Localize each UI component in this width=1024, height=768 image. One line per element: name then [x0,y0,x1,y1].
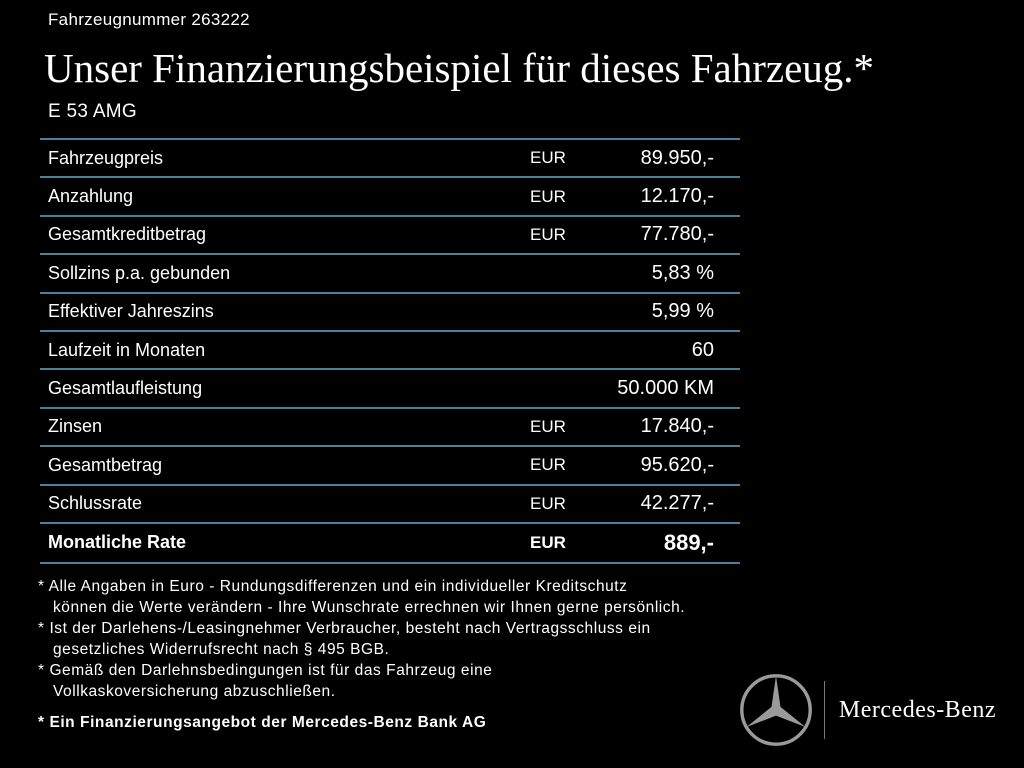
row-value: 89.950,- [640,146,714,169]
row-label: Monatliche Rate [48,532,187,553]
page-title: Unser Finanzierungsbeispiel für dieses F… [44,45,875,91]
brand-lockup: Mercedes-Benz [720,654,1024,768]
table-row: Effektiver Jahreszins 5,99 % [40,294,740,332]
table-row: Anzahlung EUR 12.170,- [40,178,740,217]
logo-divider [823,681,825,739]
row-value: 42.277,- [640,492,714,515]
row-currency: EUR [530,224,566,244]
row-label: Effektiver Jahreszins [48,301,214,322]
row-value: 50.000 KM [617,377,714,400]
row-label: Gesamtlaufleistung [48,378,203,399]
row-currency: EUR [530,532,566,552]
row-label: Anzahlung [48,186,134,207]
footnote-financing-offer: * Ein Finanzierungsangebot der Mercedes-… [38,713,487,731]
vehicle-number: Fahrzeugnummer 263222 [48,10,250,29]
row-currency: EUR [530,493,566,513]
row-value: 12.170,- [640,185,714,208]
brand-wordmark: Mercedes-Benz [838,696,996,723]
footnote: * Alle Angaben in Euro - Rundungsdiffere… [38,578,686,616]
row-currency: EUR [530,416,566,436]
table-row: Gesamtlaufleistung 50.000 KM [40,370,740,409]
row-value: 60 [691,338,714,361]
table-row: Laufzeit in Monaten 60 [40,332,740,371]
table-row: Gesamtkreditbetrag EUR 77.780,- [40,217,740,256]
row-value: 5,99 % [651,300,714,323]
row-value: 17.840,- [640,415,714,438]
footnote: * Ist der Darlehens-/Leasingnehmer Verbr… [38,619,651,658]
row-currency: EUR [530,186,566,206]
row-value: 889,- [663,529,714,555]
row-label: Gesamtkreditbetrag [48,224,207,245]
row-label: Fahrzeugpreis [48,147,164,168]
row-value: 5,83 % [651,261,714,284]
table-row-monthly-rate: Monatliche Rate EUR 889,- [40,524,740,564]
table-row: Sollzins p.a. gebunden 5,83 % [40,255,740,294]
row-label: Gesamtbetrag [48,454,163,475]
row-value: 77.780,- [640,223,714,246]
table-row: Schlussrate EUR 42.277,- [40,486,740,524]
row-value: 95.620,- [640,453,714,476]
row-label: Schlussrate [48,493,143,514]
row-label: Laufzeit in Monaten [48,339,206,360]
footnotes: * Alle Angaben in Euro - Rundungsdiffere… [38,577,768,733]
table-row: Zinsen EUR 17.840,- [40,409,740,448]
row-label: Sollzins p.a. gebunden [48,262,231,283]
table-row: Gesamtbetrag EUR 95.620,- [40,447,740,486]
table-row: Fahrzeugpreis EUR 89.950,- [40,140,740,179]
row-label: Zinsen [48,416,103,437]
vehicle-model: E 53 AMG [48,101,137,122]
row-currency: EUR [530,455,566,475]
mercedes-star-icon [739,674,812,746]
financing-table: Fahrzeugpreis EUR 89.950,- Anzahlung EUR… [40,138,740,564]
row-currency: EUR [530,148,566,168]
footnote: * Gemäß den Darlehnsbedingungen ist für … [38,661,493,700]
